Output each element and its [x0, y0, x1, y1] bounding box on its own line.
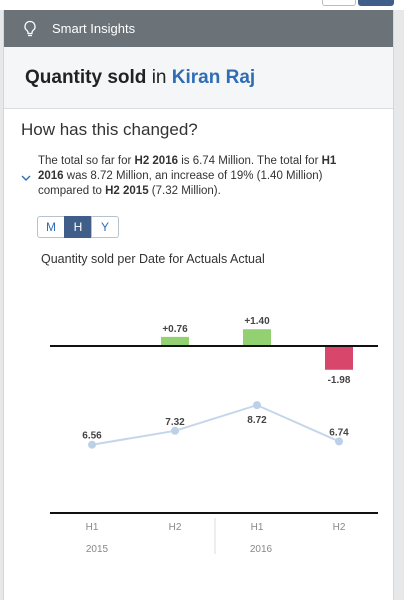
lightbulb-icon — [24, 20, 36, 36]
section-heading: How has this changed? — [21, 120, 198, 139]
x-tick-label: H1 — [251, 522, 264, 533]
x-tick-label: H2 — [333, 522, 346, 533]
headline-entity[interactable]: Kiran Raj — [171, 66, 256, 88]
granularity-option-m[interactable]: M — [37, 216, 65, 238]
window-top-strip — [0, 0, 404, 10]
data-label: 7.32 — [165, 417, 185, 428]
waterfall-line-chart: +0.76 +1.40 -1.98 6.56 7.32 8.72 6.74 H1 H2 H1 H2 2… — [50, 316, 378, 555]
delta-bar — [243, 329, 271, 346]
headline-connector: in — [151, 66, 167, 88]
smart-insights-panel: Smart Insights Quantity sold in Kiran Ra… — [3, 10, 394, 600]
data-label: 8.72 — [247, 415, 267, 426]
top-toolbar-primary-button[interactable] — [358, 0, 394, 6]
data-label: 6.56 — [82, 431, 102, 442]
insight-item: The total so far for H2 2016 is 6.74 Mil… — [20, 154, 365, 199]
data-label: 6.74 — [329, 427, 349, 438]
x-group-label: 2016 — [250, 544, 273, 555]
data-point — [335, 437, 343, 446]
insight-period: H2 2016 — [134, 155, 178, 167]
panel-title: Smart Insights — [52, 21, 136, 36]
x-group-label: 2015 — [86, 544, 109, 555]
x-tick-label: H1 — [86, 522, 99, 533]
top-toolbar-button[interactable] — [322, 0, 356, 6]
chart-title: Quantity sold per Date for Actuals Actua… — [41, 252, 265, 266]
insight-text: The total so far for H2 2016 is 6.74 Mil… — [38, 154, 365, 199]
insight-period: H1 2016 — [38, 155, 337, 182]
panel-header: Smart Insights — [4, 10, 393, 47]
delta-label: +1.40 — [244, 316, 270, 327]
data-point — [171, 426, 179, 435]
chevron-down-icon[interactable] — [20, 157, 32, 199]
delta-bar — [325, 346, 353, 370]
series-line — [91, 404, 340, 446]
granularity-option-h[interactable]: H — [64, 216, 92, 238]
data-point — [88, 440, 96, 449]
insight-text-part: The total so far for — [38, 155, 135, 167]
insight-text-part: was 8.72 Million, an increase of 19% (1.… — [38, 170, 323, 197]
x-tick-label: H2 — [169, 522, 182, 533]
data-point — [253, 401, 261, 410]
insight-period: H2 2015 — [105, 185, 149, 197]
delta-label: +0.76 — [162, 324, 188, 335]
granularity-option-y[interactable]: Y — [91, 216, 119, 238]
insight-text-part: (7.32 Million). — [148, 185, 221, 197]
headline-measure: Quantity sold — [25, 66, 147, 88]
delta-label: -1.98 — [328, 375, 351, 386]
insight-text-part: is 6.74 Million. The total for — [178, 155, 322, 167]
headline: Quantity sold in Kiran Raj — [4, 47, 393, 109]
delta-bar — [161, 336, 189, 346]
